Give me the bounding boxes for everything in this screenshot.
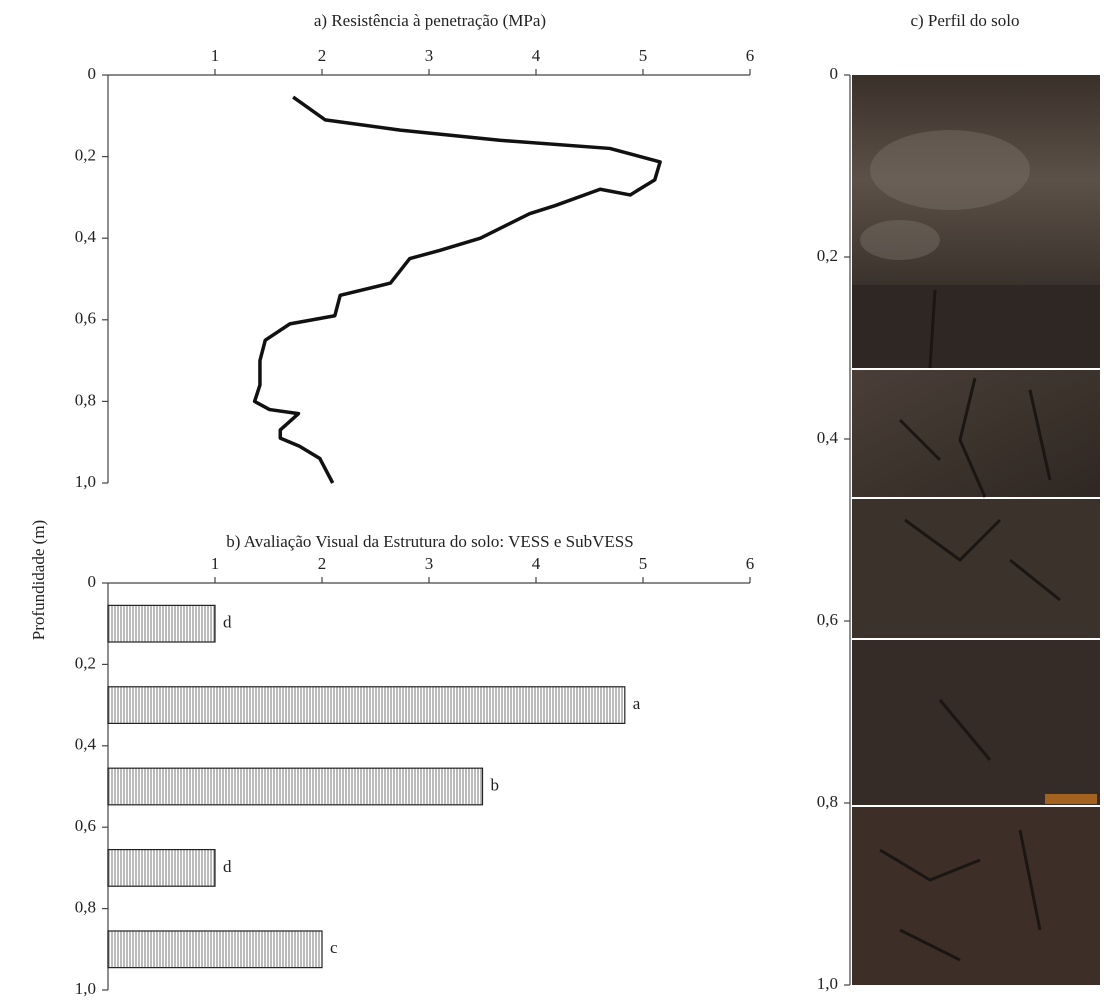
chart-title: c) Perfil do solo <box>910 11 1019 30</box>
x-tick-label: 3 <box>425 46 434 65</box>
x-tick-label: 5 <box>639 46 648 65</box>
y-tick-label: 0,8 <box>75 390 96 409</box>
profile-line <box>252 95 662 484</box>
chart-title: a) Resistência à penetração (MPa) <box>314 11 546 30</box>
bar-annotation: c <box>330 938 338 957</box>
x-tick-label: 2 <box>318 554 327 573</box>
x-tick-label: 4 <box>532 554 541 573</box>
y-tick-label: 1,0 <box>817 974 838 993</box>
soil-photo <box>852 75 1100 985</box>
y-tick-label: 0 <box>88 64 97 83</box>
x-tick-label: 1 <box>211 46 220 65</box>
y-tick-label: 0,2 <box>75 653 96 672</box>
y-tick-label: 0,6 <box>75 816 96 835</box>
y-tick-label: 0,8 <box>817 792 838 811</box>
y-tick-label: 0,6 <box>817 610 838 629</box>
y-tick-label: 0,4 <box>75 735 97 754</box>
bar-annotation: b <box>491 775 500 794</box>
y-tick-label: 0 <box>830 64 839 83</box>
x-tick-label: 1 <box>211 554 220 573</box>
bar-annotation: d <box>223 613 232 632</box>
bar <box>107 848 216 887</box>
y-axis-label: Profundidade (m) <box>29 520 48 640</box>
y-tick-label: 0,2 <box>817 246 838 265</box>
x-tick-label: 6 <box>746 554 755 573</box>
bar <box>107 604 216 643</box>
chart-title: b) Avaliação Visual da Estrutura do solo… <box>226 532 633 551</box>
y-tick-label: 1,0 <box>75 979 96 997</box>
bar-annotation: d <box>223 857 232 876</box>
y-tick-label: 0,8 <box>75 898 96 917</box>
y-tick-label: 0,4 <box>817 428 839 447</box>
x-tick-label: 6 <box>746 46 755 65</box>
y-tick-label: 0,2 <box>75 146 96 165</box>
bar <box>107 686 626 725</box>
x-tick-label: 5 <box>639 554 648 573</box>
bar <box>107 930 323 969</box>
x-tick-label: 3 <box>425 554 434 573</box>
bar <box>107 767 484 806</box>
y-tick-label: 0,4 <box>75 227 97 246</box>
x-tick-label: 4 <box>532 46 541 65</box>
y-tick-label: 0 <box>88 572 97 591</box>
x-tick-label: 2 <box>318 46 327 65</box>
y-tick-label: 1,0 <box>75 472 96 491</box>
y-tick-label: 0,6 <box>75 309 96 328</box>
bar-annotation: a <box>633 694 641 713</box>
